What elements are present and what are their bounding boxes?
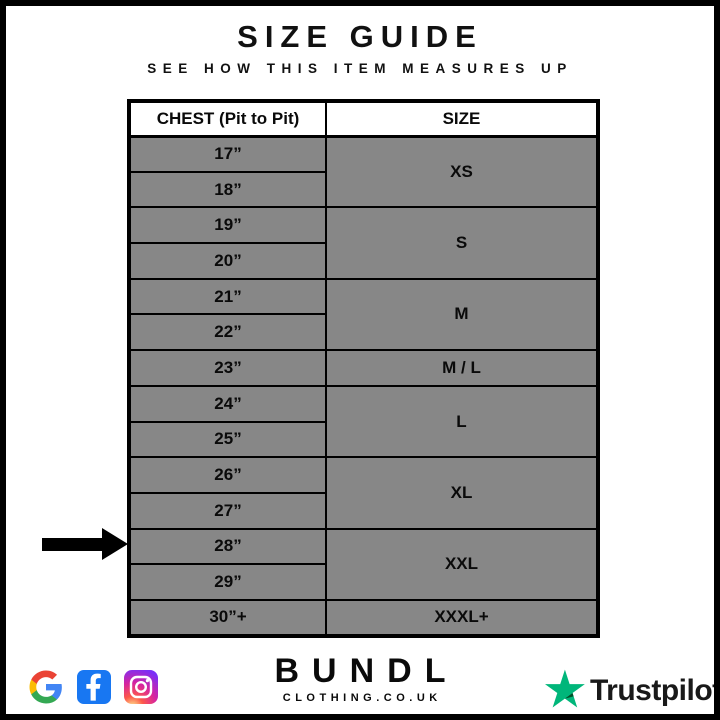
page-subtitle: SEE HOW THIS ITEM MEASURES UP — [147, 61, 573, 76]
google-icon[interactable] — [28, 669, 64, 705]
table-header-row: CHEST (Pit to Pit) SIZE — [128, 100, 599, 138]
table-row: 25” — [128, 420, 598, 459]
table-row: 27” — [128, 491, 598, 530]
size-cell-m-l: M / L — [325, 349, 599, 387]
table-row: 26” XL — [128, 456, 599, 530]
table-row: 29” — [128, 563, 598, 601]
chest-cell-24: 24” — [128, 384, 327, 423]
table-row-highlighted: 28” XXL — [128, 527, 599, 601]
table-row: 22” — [128, 313, 598, 352]
table-row: 23” M / L — [128, 349, 599, 387]
size-cell-m: M — [325, 277, 599, 352]
chest-cell-28-highlighted: 28” — [128, 527, 327, 566]
social-icons — [28, 669, 158, 705]
chest-cell-20: 20” — [128, 242, 327, 280]
trustpilot-logo[interactable]: Trustpilot — [545, 669, 720, 713]
trustpilot-star-icon — [545, 669, 585, 713]
table-row: 17” XS — [128, 134, 599, 209]
brand-domain: CLOTHING.CO.UK — [282, 692, 442, 704]
chest-cell-23: 23” — [128, 349, 327, 387]
table-row: 21” M — [128, 277, 599, 352]
brand-logo: BUNDL CLOTHING.CO.UK — [6, 654, 714, 704]
size-cell-xxxl: XXXL+ — [325, 598, 599, 637]
table-row: 20” — [128, 242, 598, 280]
chest-cell-18: 18” — [128, 170, 327, 209]
table-row: 19” S — [128, 206, 599, 280]
size-guide-table: CHEST (Pit to Pit) SIZE 17” XS 18” 19” S… — [127, 99, 600, 638]
chest-cell-25: 25” — [128, 420, 327, 459]
chest-cell-30plus: 30”+ — [128, 598, 327, 637]
size-cell-xl: XL — [325, 456, 599, 530]
chest-cell-22: 22” — [128, 313, 327, 352]
chest-cell-19: 19” — [128, 206, 327, 245]
facebook-icon[interactable] — [77, 670, 111, 704]
size-cell-s: S — [325, 206, 599, 280]
table-row: 18” — [128, 170, 598, 209]
chest-cell-27: 27” — [128, 491, 327, 530]
page-title: SIZE GUIDE — [237, 19, 483, 54]
table-row: 24” L — [128, 384, 599, 459]
chest-cell-26: 26” — [128, 456, 327, 494]
size-cell-l: L — [325, 384, 599, 459]
column-header-chest: CHEST (Pit to Pit) — [128, 100, 327, 138]
instagram-icon[interactable] — [124, 670, 158, 704]
trustpilot-label: Trustpilot — [590, 674, 720, 707]
table-row: 30”+ XXXL+ — [128, 598, 599, 637]
size-cell-xxl-highlighted: XXL — [325, 527, 599, 601]
size-cell-xs: XS — [325, 134, 599, 209]
brand-name: BUNDL — [274, 652, 459, 690]
highlight-arrow-icon — [42, 528, 128, 561]
chest-cell-17: 17” — [128, 135, 327, 173]
chest-cell-29: 29” — [128, 563, 327, 601]
column-header-size: SIZE — [325, 100, 599, 138]
chest-cell-21: 21” — [128, 277, 327, 316]
